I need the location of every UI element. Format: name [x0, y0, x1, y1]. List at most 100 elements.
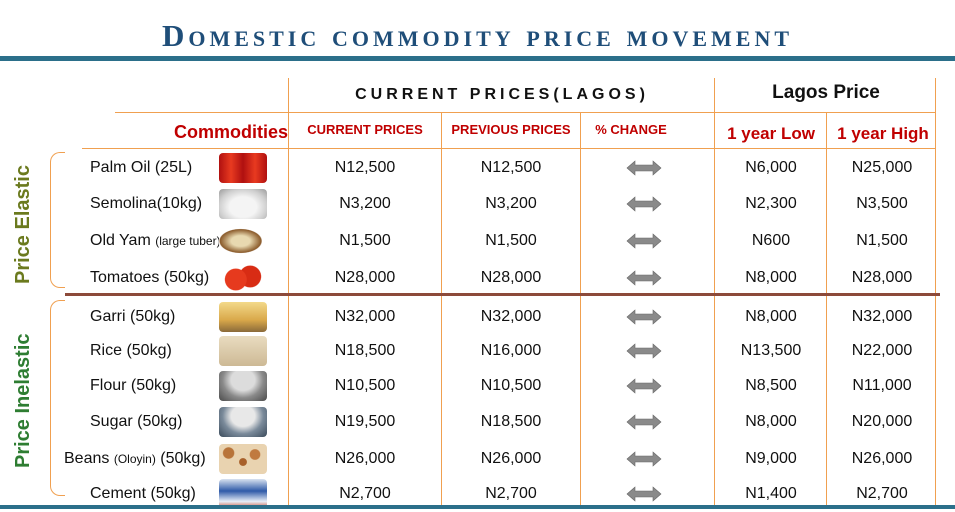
- year-low-price: N8,000: [745, 308, 797, 325]
- year-high-header: 1 year High: [837, 124, 929, 143]
- current-price: N28,000: [334, 269, 396, 286]
- double-arrow-icon: [626, 160, 662, 176]
- commodity-name: Palm Oil (25L): [90, 150, 246, 186]
- year-low-price: N8,000: [745, 269, 797, 286]
- previous-price: N12,500: [480, 159, 542, 176]
- year-low-price: N2,300: [745, 195, 797, 212]
- yam-image: [219, 226, 267, 256]
- current-price: N2,700: [339, 485, 391, 502]
- commodity-name: Rice (50kg): [90, 333, 246, 369]
- previous-price: N2,700: [485, 485, 537, 502]
- commodity-name-text: Palm Oil (25L): [90, 159, 193, 176]
- year-low-price: N600: [751, 232, 791, 249]
- bottom-rule: [0, 505, 955, 509]
- grid-line: [288, 78, 289, 506]
- previous-prices-header: PREVIOUS PRICES: [451, 122, 571, 137]
- commodity-name: Semolina(10kg): [90, 186, 246, 222]
- year-high-price: N22,000: [851, 342, 913, 359]
- lagos-price-group-header: Lagos Price: [772, 82, 880, 103]
- current-price: N1,500: [339, 232, 391, 249]
- double-arrow-icon: [626, 309, 662, 325]
- current-prices-group-header: CURRENT PRICES(LAGOS): [355, 86, 649, 103]
- grid-line: [441, 112, 442, 506]
- table-row: Palm Oil (25L) N12,500 N12,500 N6,000 N25,00…: [0, 150, 955, 186]
- grid-line: [580, 112, 581, 506]
- double-arrow-icon: [626, 451, 662, 467]
- commodity-note: (Oloyin): [113, 452, 156, 466]
- year-high-price: N2,700: [856, 485, 908, 502]
- year-high-price: N25,000: [851, 159, 913, 176]
- commodity-name-text: Rice (50kg): [90, 342, 172, 359]
- table-row: Tomatoes (50kg) N28,000 N28,000 N8,000 N28,0…: [0, 260, 955, 296]
- double-arrow-icon: [626, 196, 662, 212]
- year-high-price: N20,000: [851, 413, 913, 430]
- year-low-header: 1 year Low: [727, 124, 815, 143]
- double-arrow-icon: [626, 270, 662, 286]
- previous-price: N32,000: [480, 308, 542, 325]
- cement-bag-image: [219, 479, 267, 509]
- year-low-price: N8,500: [745, 377, 797, 394]
- commodity-name-text: Semolina(10kg): [90, 195, 203, 212]
- table-row: Garri (50kg) N32,000 N32,000 N8,000 N32,000: [0, 299, 955, 335]
- grid-line: [826, 112, 827, 506]
- table-row: Beans (Oloyin) (50kg) N26,000 N26,000 N9,00…: [0, 441, 955, 477]
- table-row: Cement (50kg) N2,700 N2,700 N1,400 N2,700: [0, 476, 955, 512]
- commodity-name: Sugar (50kg): [90, 404, 246, 440]
- previous-price: N1,500: [485, 232, 537, 249]
- double-arrow-icon: [626, 414, 662, 430]
- commodity-name-text: Flour (50kg): [90, 377, 177, 394]
- year-low-price: N13,500: [740, 342, 802, 359]
- commodity-name: Beans (Oloyin) (50kg): [64, 441, 220, 477]
- table-row: Semolina(10kg) N3,200 N3,200 N2,300 N3,500: [0, 186, 955, 222]
- year-low-price: N9,000: [745, 450, 797, 467]
- previous-price: N3,200: [485, 195, 537, 212]
- title-underline: [0, 56, 955, 61]
- previous-price: N26,000: [480, 450, 542, 467]
- commodity-name-suffix: (50kg): [155, 450, 206, 467]
- previous-price: N28,000: [480, 269, 542, 286]
- commodity-name-text: Tomatoes (50kg): [90, 269, 210, 286]
- grid-line: [714, 78, 715, 506]
- elasticity-divider: [65, 293, 940, 296]
- current-price: N12,500: [334, 159, 396, 176]
- commodity-name-text: Old Yam: [90, 232, 151, 249]
- current-price: N3,200: [339, 195, 391, 212]
- current-price: N26,000: [334, 450, 396, 467]
- current-price: N32,000: [334, 308, 396, 325]
- flour-image: [219, 371, 267, 401]
- beans-image: [219, 444, 267, 474]
- tomatoes-image: [219, 263, 267, 293]
- year-low-price: N1,400: [745, 485, 797, 502]
- table-row: Old Yam (large tuber) N1,500 N1,500 N600 N1,…: [0, 223, 955, 259]
- commodity-name: Cement (50kg): [90, 476, 246, 512]
- double-arrow-icon: [626, 343, 662, 359]
- year-high-price: N3,500: [856, 195, 908, 212]
- rice-bag-image: [219, 336, 267, 366]
- grid-line: [935, 78, 936, 506]
- elastic-group-brace: [50, 152, 65, 288]
- table-row: Rice (50kg) N18,500 N16,000 N13,500 N22,000: [0, 333, 955, 369]
- year-high-price: N1,500: [856, 232, 908, 249]
- commodities-header: Commodities: [173, 122, 288, 142]
- commodity-name-text: Sugar (50kg): [90, 413, 183, 430]
- year-low-price: N8,000: [745, 413, 797, 430]
- year-high-price: N32,000: [851, 308, 913, 325]
- palm-oil-image: [219, 153, 267, 183]
- commodity-name-text: Garri (50kg): [90, 308, 176, 325]
- inelastic-group-brace: [50, 300, 65, 496]
- previous-price: N16,000: [480, 342, 542, 359]
- year-high-price: N28,000: [851, 269, 913, 286]
- double-arrow-icon: [626, 486, 662, 502]
- commodity-name: Tomatoes (50kg): [90, 260, 246, 296]
- semolina-image: [219, 189, 267, 219]
- sugar-image: [219, 407, 267, 437]
- current-price: N18,500: [334, 342, 396, 359]
- commodity-name-text: Cement (50kg): [90, 485, 196, 502]
- double-arrow-icon: [626, 378, 662, 394]
- commodity-name-text: Beans: [64, 450, 110, 467]
- commodity-name: Garri (50kg): [90, 299, 246, 335]
- page-title: Domestic commodity price movement: [161, 18, 794, 53]
- garri-image: [219, 302, 267, 332]
- commodity-note: (large tuber): [155, 234, 221, 248]
- grid-line: [82, 148, 935, 149]
